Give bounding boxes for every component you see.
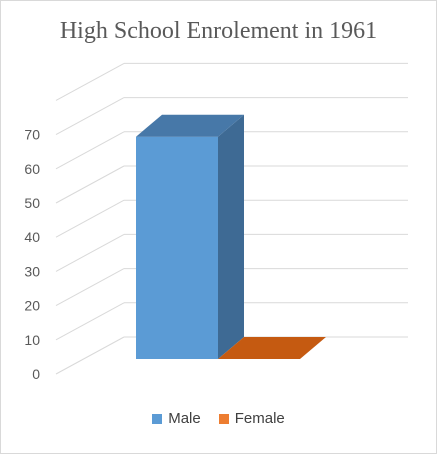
legend-label: Female <box>234 410 285 427</box>
legend-item-male: Male <box>152 410 201 427</box>
y-tick-label: 20 <box>24 298 40 314</box>
y-tick-label: 0 <box>32 366 40 382</box>
bar-male-top <box>136 114 244 137</box>
gridline-side <box>55 131 125 170</box>
legend-swatch <box>218 413 229 424</box>
gridline-side <box>55 97 125 136</box>
legend-label: Male <box>168 410 201 427</box>
gridline-side <box>55 199 125 238</box>
legend-swatch <box>152 413 163 424</box>
y-tick-label: 70 <box>24 127 40 143</box>
gridline-side <box>55 302 125 341</box>
y-tick-label: 10 <box>24 332 40 348</box>
legend: Male Female <box>0 410 437 427</box>
gridline-side <box>55 233 125 272</box>
gridline-side <box>55 268 125 307</box>
gridline-side <box>55 336 125 375</box>
y-tick-label: 40 <box>24 229 40 245</box>
y-tick-label: 30 <box>24 263 40 279</box>
legend-item-female: Female <box>218 410 285 427</box>
gridline-side <box>55 165 125 204</box>
chart-title: High School Enrolement in 1961 <box>59 18 378 44</box>
y-tick-label: 60 <box>24 161 40 177</box>
bar-male <box>136 136 218 359</box>
y-tick-label: 50 <box>24 195 40 211</box>
bar-female-top <box>218 337 326 359</box>
bar-male-side <box>218 114 244 359</box>
gridline-side <box>55 62 125 101</box>
